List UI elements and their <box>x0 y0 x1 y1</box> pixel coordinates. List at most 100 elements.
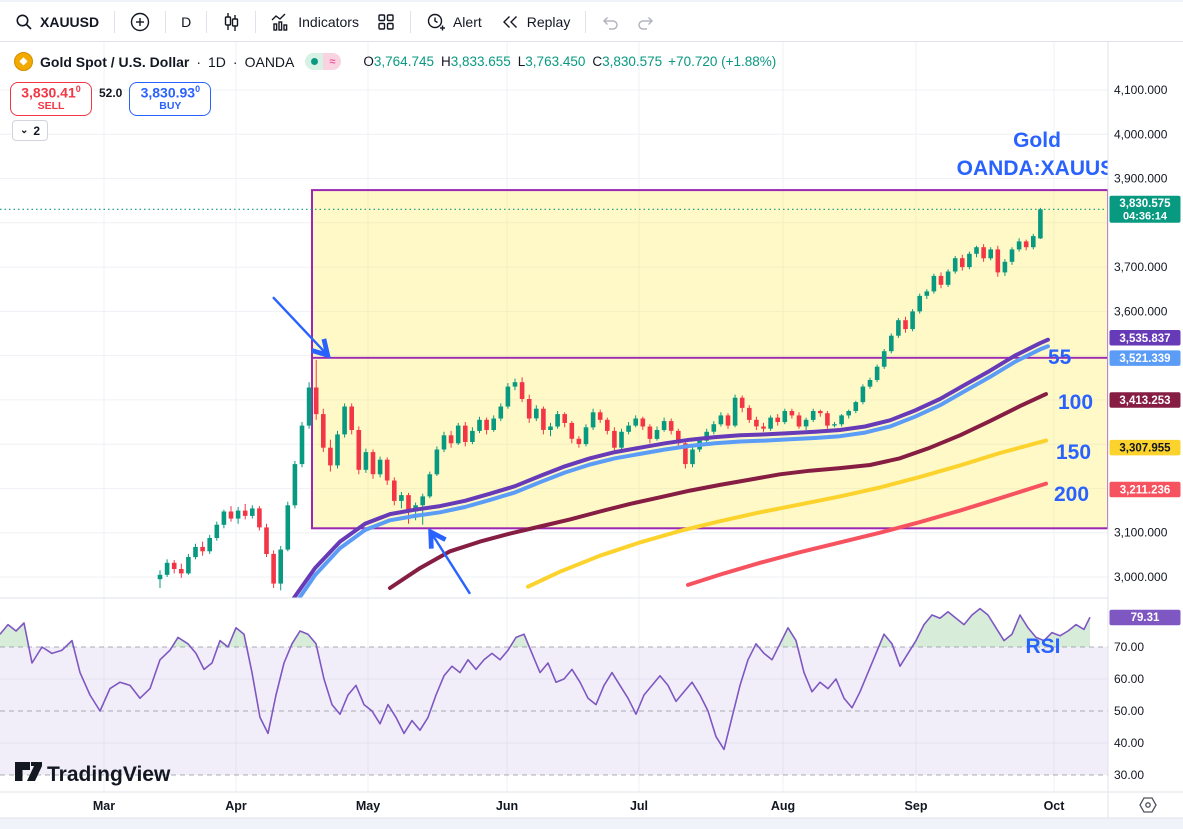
drawing-text-2[interactable]: OANDA:XAUUSD <box>957 157 1130 180</box>
grid-lines <box>0 42 1108 792</box>
timezone-settings-icon[interactable] <box>1139 797 1157 813</box>
toolbar-divider <box>165 10 167 33</box>
svg-text:3,000.000: 3,000.000 <box>1114 570 1168 584</box>
symbol-search-button[interactable]: XAUUSD <box>6 6 108 38</box>
toolbar-divider <box>255 10 257 33</box>
market-open-dot-icon <box>305 53 324 70</box>
ma-line-ma150[interactable] <box>526 438 1048 589</box>
replay-button[interactable]: Replay <box>491 6 580 38</box>
ma-label-55[interactable]: 55 <box>1048 346 1072 369</box>
svg-text:Apr: Apr <box>225 799 247 813</box>
svg-text:70.00: 70.00 <box>1114 640 1144 654</box>
drawing-arrow-2[interactable] <box>428 527 472 595</box>
alert-clock-icon <box>427 13 445 30</box>
rsi-line[interactable] <box>0 607 1091 751</box>
low-label: L <box>517 54 526 69</box>
svg-text:3,900.000: 3,900.000 <box>1114 172 1168 186</box>
sell-price-pip: 0 <box>75 84 81 95</box>
low-value: 3,763.450 <box>525 54 586 69</box>
svg-text:60.00: 60.00 <box>1114 672 1144 686</box>
rsi-value-badge: 79.31 <box>1109 609 1181 626</box>
svg-text:3,413.253: 3,413.253 <box>1119 395 1170 407</box>
svg-text:May: May <box>356 799 380 813</box>
svg-text:Jun: Jun <box>496 799 518 813</box>
top-toolbar: XAUUSD D Indicators Alert Replay <box>0 0 1183 42</box>
open-label: O <box>363 54 374 69</box>
compare-button[interactable] <box>121 6 159 38</box>
replay-rewind-icon <box>502 15 517 28</box>
candlestick-series[interactable] <box>157 207 1043 591</box>
interval-button[interactable]: D <box>172 6 200 38</box>
chart-style-button[interactable] <box>213 6 249 38</box>
replay-label: Replay <box>526 13 571 30</box>
toolbar-divider <box>206 10 208 33</box>
undo-icon <box>603 16 619 30</box>
price-badge: 3,535.837 <box>1109 330 1181 346</box>
svg-text:3,600.000: 3,600.000 <box>1114 304 1168 318</box>
buy-price: 3,830.93 <box>140 84 196 101</box>
object-tree-collapse-chip[interactable]: ⌄ 2 <box>12 120 49 141</box>
svg-text:3,535.837: 3,535.837 <box>1119 333 1170 345</box>
layout-grid-button[interactable] <box>368 6 404 38</box>
svg-text:30.00: 30.00 <box>1114 768 1144 782</box>
bottom-toolbar-strip <box>0 818 1183 829</box>
svg-text:3,700.000: 3,700.000 <box>1114 260 1168 274</box>
drawing-text-1[interactable]: Gold <box>1013 129 1061 152</box>
ma-line-ma55[interactable] <box>290 337 1050 604</box>
drawing-arrow-1[interactable] <box>272 296 331 359</box>
grid-layout-icon <box>378 13 394 30</box>
svg-text:Jul: Jul <box>630 799 648 813</box>
svg-text:Aug: Aug <box>771 799 795 813</box>
symbol-legend[interactable]: ◆ Gold Spot / U.S. Dollar · 1D · OANDA ≈… <box>14 52 776 71</box>
close-label: C <box>592 54 603 69</box>
market-status-pill[interactable]: ≈ <box>305 53 342 70</box>
indicators-button[interactable]: Indicators <box>262 6 368 38</box>
sell-price: 3,830.41 <box>21 84 76 101</box>
legend-exchange[interactable]: OANDA <box>244 53 295 70</box>
toolbar-divider <box>114 10 116 33</box>
ma-line-ma55-b[interactable] <box>290 344 1050 611</box>
rsi-text-label[interactable]: RSI <box>1025 635 1060 658</box>
redo-icon <box>638 16 654 30</box>
svg-text:50.00: 50.00 <box>1114 704 1144 718</box>
svg-text:Sep: Sep <box>905 799 928 813</box>
svg-text:Mar: Mar <box>93 799 115 813</box>
open-value: 3,764.745 <box>373 54 434 69</box>
ma-label-100[interactable]: 100 <box>1058 391 1093 414</box>
toolbar-divider <box>585 10 587 33</box>
price-axis[interactable]: 4,100.000 4,000.000 3,900.000 3,700.000 3,60… <box>1114 83 1168 782</box>
svg-text:3,211.236: 3,211.236 <box>1120 485 1171 497</box>
buy-price-pip: 0 <box>195 84 201 95</box>
price-badge: 3,211.236 <box>1109 481 1181 498</box>
time-axis[interactable]: Mar Apr May Jun Jul Aug Sep Oct <box>93 799 1065 813</box>
drawing-rectangle[interactable] <box>311 189 1109 530</box>
buy-label: BUY <box>159 100 182 113</box>
search-icon <box>16 14 32 30</box>
alert-button[interactable]: Alert <box>417 6 491 38</box>
sell-label: SELL <box>37 100 65 113</box>
legend-interval[interactable]: 1D <box>208 53 226 70</box>
redo-button[interactable] <box>628 6 664 38</box>
svg-text:3,307.955: 3,307.955 <box>1119 443 1171 455</box>
indicators-label: Indicators <box>298 13 359 30</box>
buy-button[interactable]: 3,830.930 BUY <box>129 82 212 116</box>
close-value: 3,830.575 <box>602 54 663 69</box>
legend-separator: · <box>232 53 238 70</box>
tradingview-logo[interactable]: TradingView <box>15 762 171 786</box>
undo-button[interactable] <box>592 6 628 38</box>
ma-label-150[interactable]: 150 <box>1056 441 1091 464</box>
high-value: 3,833.655 <box>450 54 511 69</box>
legend-title[interactable]: Gold Spot / U.S. Dollar <box>40 53 190 70</box>
svg-text:Oct: Oct <box>1044 799 1066 813</box>
ma-line-ma200[interactable] <box>686 481 1048 587</box>
indicators-icon <box>271 13 288 31</box>
alert-label: Alert <box>452 13 482 30</box>
collapse-count: 2 <box>33 123 41 138</box>
svg-text:3,521.339: 3,521.339 <box>1119 353 1170 365</box>
ma-label-200[interactable]: 200 <box>1054 483 1089 506</box>
ma-line-ma100[interactable] <box>388 392 1048 590</box>
sell-button[interactable]: 3,830.410 SELL <box>10 82 92 116</box>
